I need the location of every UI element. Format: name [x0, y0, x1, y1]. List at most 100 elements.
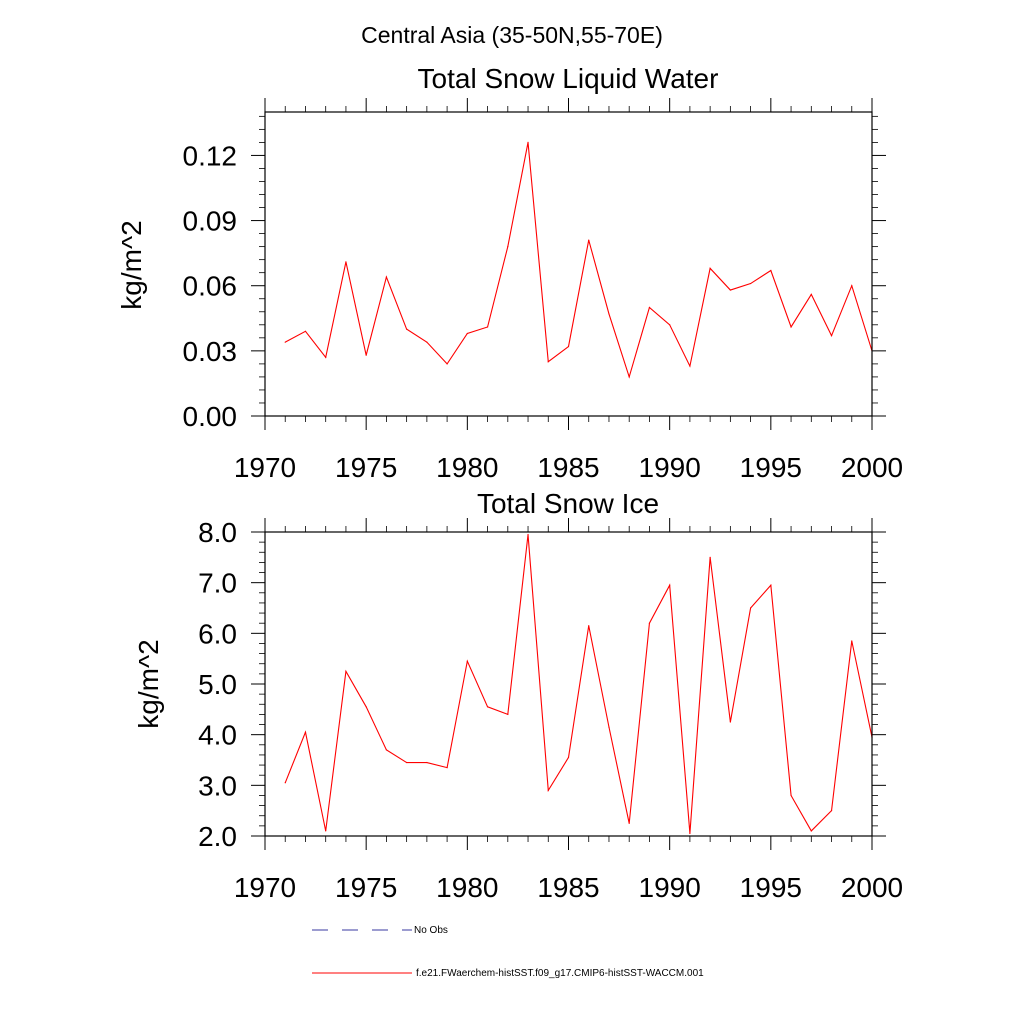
data-point [628, 376, 630, 378]
data-point [547, 361, 549, 363]
data-point [325, 830, 327, 832]
x-tick-label: 1995 [740, 452, 802, 483]
data-point [446, 767, 448, 769]
data-point [325, 356, 327, 358]
data-point [770, 584, 772, 586]
data-point [365, 706, 367, 708]
x-tick-label: 2000 [841, 452, 903, 483]
data-point [790, 794, 792, 797]
x-tick-label: 1980 [436, 872, 498, 903]
data-point [689, 365, 691, 367]
data-point [345, 261, 347, 263]
y-tick-label: 5.0 [198, 669, 237, 700]
x-tick-label: 1975 [335, 452, 397, 483]
data-point [567, 756, 570, 759]
data-point [385, 749, 387, 751]
data-point [284, 341, 286, 343]
y-tick-label: 4.0 [198, 720, 237, 751]
legend: No Obs f.e21.FWaerchem-histSST.f09_g17.C… [312, 925, 704, 979]
data-point [608, 313, 610, 315]
tick-labels: 1970 1975 1980 1985 1990 1995 2000 0.00 0.03 0.06… [183, 140, 904, 483]
data-point [830, 810, 833, 812]
data-point [547, 789, 549, 792]
data-point [810, 830, 812, 832]
y-axis-label: kg/m^2 [116, 220, 147, 309]
data-point [426, 761, 428, 764]
data-point [507, 246, 509, 248]
data-point [304, 330, 307, 332]
data-point [810, 293, 812, 295]
data-point [406, 328, 408, 330]
y-tick-label: 0.03 [183, 336, 238, 367]
axis-ticks [251, 518, 886, 850]
data-point [669, 324, 671, 326]
data-point [567, 345, 570, 348]
data-point [830, 335, 833, 337]
data-point [709, 556, 711, 558]
data-point [790, 326, 792, 328]
data-point [608, 726, 610, 728]
x-tick-label: 1975 [335, 872, 397, 903]
data-point [446, 363, 448, 365]
series-line [284, 534, 873, 834]
data-point [648, 306, 651, 309]
data-point [851, 640, 853, 642]
data-point [426, 341, 428, 343]
y-tick-label: 6.0 [198, 618, 237, 649]
data-point [648, 622, 651, 624]
chart-title: Total Snow Ice [477, 488, 659, 519]
data-point [588, 239, 590, 241]
y-tick-label: 0.09 [183, 206, 238, 237]
x-tick-label: 2000 [841, 872, 903, 903]
data-point [689, 832, 691, 835]
data-point [770, 269, 772, 272]
data-point [284, 782, 286, 784]
data-point [729, 289, 731, 291]
plot-frame [264, 531, 873, 837]
series-layer [284, 533, 873, 835]
data-point [486, 706, 489, 708]
data-point [385, 276, 387, 278]
panel-total-snow-ice: Total Snow Ice kg/m^2 1970 1975 1980 1985 19… [133, 488, 903, 903]
y-tick-label: 2.0 [198, 821, 237, 852]
data-point [750, 282, 752, 285]
x-tick-label: 1970 [234, 872, 296, 903]
x-tick-label: 1995 [740, 872, 802, 903]
data-point [486, 326, 489, 328]
data-point [628, 822, 630, 824]
data-point [466, 332, 468, 335]
data-point [466, 660, 468, 662]
plot-frame [264, 111, 873, 417]
x-tick-label: 1985 [537, 872, 599, 903]
x-tick-label: 1985 [537, 452, 599, 483]
legend-model-label: f.e21.FWaerchem-histSST.f09_g17.CMIP6-hi… [416, 968, 704, 979]
data-point [345, 670, 347, 672]
y-tick-label: 0.00 [183, 401, 238, 432]
x-tick-label: 1990 [639, 872, 701, 903]
chart-title: Total Snow Liquid Water [418, 63, 719, 94]
data-point [669, 584, 671, 586]
data-point [365, 354, 367, 356]
data-point [507, 713, 509, 716]
y-tick-label: 3.0 [198, 770, 237, 801]
data-point [527, 533, 529, 536]
y-tick-label: 8.0 [198, 517, 237, 548]
panel-total-snow-liquid-water: Total Snow Liquid Water kg/m^2 1970 1975 1… [116, 63, 903, 483]
data-point [709, 267, 711, 269]
data-point [588, 625, 590, 627]
data-point [406, 761, 408, 764]
tick-labels: 1970 1975 1980 1985 1990 1995 2000 2.0 3.0 4.0 5.0… [198, 517, 903, 903]
data-point [729, 721, 731, 723]
x-tick-label: 1990 [639, 452, 701, 483]
data-point [851, 285, 853, 287]
x-tick-label: 1970 [234, 452, 296, 483]
series-line [284, 142, 873, 379]
legend-obs-label: No Obs [414, 925, 448, 936]
data-point [304, 731, 307, 733]
y-tick-label: 0.12 [183, 140, 238, 171]
x-tick-label: 1980 [436, 452, 498, 483]
data-point [527, 141, 529, 143]
y-axis-label: kg/m^2 [133, 639, 164, 728]
